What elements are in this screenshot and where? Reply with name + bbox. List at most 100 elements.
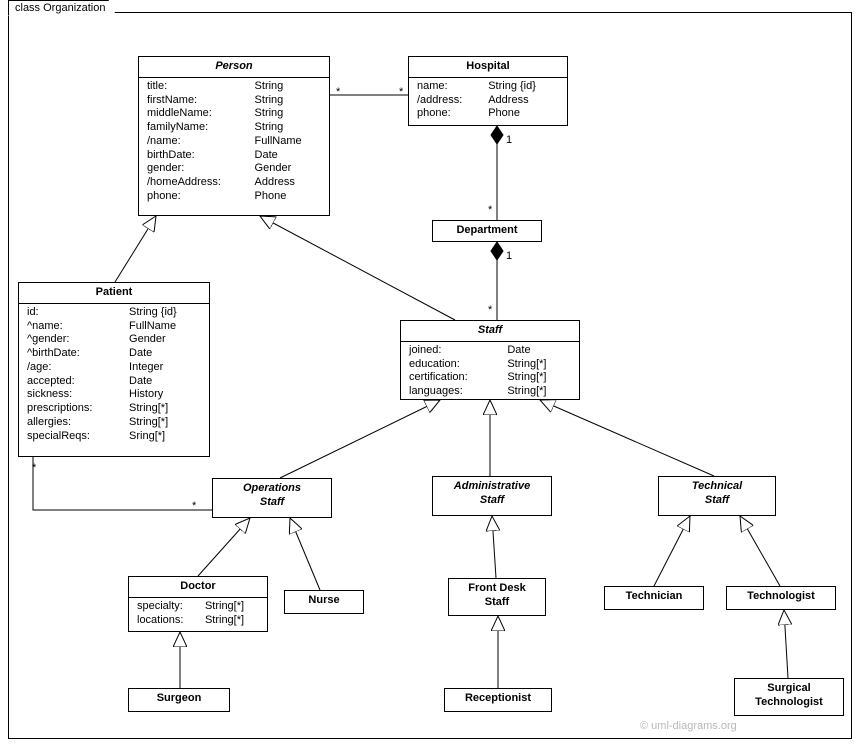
class-front-desk-staff: Front DeskStaff xyxy=(448,578,546,616)
attr-name: birthDate: xyxy=(145,149,253,163)
attr-type: Date xyxy=(127,375,203,389)
attr-name: allergies: xyxy=(25,416,127,430)
class-doctor: Doctor specialty:String[*]locations:Stri… xyxy=(128,576,268,632)
class-patient: Patient id:String {id}^name:FullName^gen… xyxy=(18,282,210,457)
attr-type: String {id} xyxy=(127,306,203,320)
class-title: Front DeskStaff xyxy=(449,579,545,613)
attr-name: certification: xyxy=(407,371,505,385)
attr-name: middleName: xyxy=(145,107,253,121)
class-title: Department xyxy=(433,221,541,241)
attr-type: FullName xyxy=(253,135,323,149)
attr-type: String[*] xyxy=(505,371,573,385)
class-receptionist: Receptionist xyxy=(444,688,552,712)
attr-type: Gender xyxy=(127,333,203,347)
uml-class-diagram: class Organization Person title:Stringfi… xyxy=(0,0,860,747)
attr-name: phone: xyxy=(145,190,253,204)
frame-label: class Organization xyxy=(8,0,117,16)
attr-type: Gender xyxy=(253,162,323,176)
attr-name: familyName: xyxy=(145,121,253,135)
class-attrs: specialty:String[*]locations:String[*] xyxy=(129,598,267,632)
attr-type: Integer xyxy=(127,361,203,375)
multiplicity-label: * xyxy=(32,462,36,474)
attr-type: Address xyxy=(486,94,561,108)
attr-type: String xyxy=(253,94,323,108)
attr-type: String[*] xyxy=(127,416,203,430)
attr-name: accepted: xyxy=(25,375,127,389)
class-title: OperationsStaff xyxy=(213,479,331,513)
attr-type: FullName xyxy=(127,320,203,334)
multiplicity-label: * xyxy=(192,500,196,512)
class-technician: Technician xyxy=(604,586,704,610)
class-title: Staff xyxy=(401,321,579,342)
class-title: Technologist xyxy=(727,587,835,607)
attr-name: languages: xyxy=(407,385,505,399)
multiplicity-label: * xyxy=(336,86,340,98)
attr-type: Date xyxy=(253,149,323,163)
multiplicity-label: * xyxy=(399,86,403,98)
class-attrs: id:String {id}^name:FullName^gender:Gend… xyxy=(19,304,209,448)
multiplicity-label: 1 xyxy=(506,250,512,262)
class-attrs: title:StringfirstName:StringmiddleName:S… xyxy=(139,78,329,208)
attr-name: name: xyxy=(415,80,486,94)
attr-name: gender: xyxy=(145,162,253,176)
class-surgical-technologist: SurgicalTechnologist xyxy=(734,678,844,716)
class-technical-staff: TechnicalStaff xyxy=(658,476,776,516)
attr-name: specialReqs: xyxy=(25,430,127,444)
class-title: Technician xyxy=(605,587,703,607)
class-staff: Staff joined:Dateeducation:String[*]cert… xyxy=(400,320,580,400)
attr-name: specialty: xyxy=(135,600,203,614)
attr-type: String[*] xyxy=(203,600,261,614)
attr-type: History xyxy=(127,388,203,402)
attr-type: Phone xyxy=(486,107,561,121)
class-title: Nurse xyxy=(285,591,363,611)
attr-name: sickness: xyxy=(25,388,127,402)
attr-type: String[*] xyxy=(127,402,203,416)
attr-type: Sring[*] xyxy=(127,430,203,444)
attr-type: Address xyxy=(253,176,323,190)
class-title: Hospital xyxy=(409,57,567,78)
class-nurse: Nurse xyxy=(284,590,364,614)
attr-name: prescriptions: xyxy=(25,402,127,416)
attr-name: phone: xyxy=(415,107,486,121)
attr-name: id: xyxy=(25,306,127,320)
attr-type: String {id} xyxy=(486,80,561,94)
attr-type: String xyxy=(253,80,323,94)
attr-type: Date xyxy=(127,347,203,361)
attr-type: Phone xyxy=(253,190,323,204)
class-title: Receptionist xyxy=(445,689,551,709)
attr-type: Date xyxy=(505,344,573,358)
class-title: AdministrativeStaff xyxy=(433,477,551,511)
attr-type: String[*] xyxy=(203,614,261,628)
attr-name: joined: xyxy=(407,344,505,358)
class-title: Patient xyxy=(19,283,209,304)
attr-type: String[*] xyxy=(505,385,573,399)
class-surgeon: Surgeon xyxy=(128,688,230,712)
attr-name: /address: xyxy=(415,94,486,108)
attr-type: String xyxy=(253,107,323,121)
attr-name: ^name: xyxy=(25,320,127,334)
class-person: Person title:StringfirstName:Stringmiddl… xyxy=(138,56,330,216)
attr-name: /age: xyxy=(25,361,127,375)
class-attrs: name:String {id}/address:Addressphone:Ph… xyxy=(409,78,567,125)
multiplicity-label: * xyxy=(488,204,492,216)
class-operations-staff: OperationsStaff xyxy=(212,478,332,518)
attr-name: title: xyxy=(145,80,253,94)
attr-type: String[*] xyxy=(505,358,573,372)
attr-name: locations: xyxy=(135,614,203,628)
class-administrative-staff: AdministrativeStaff xyxy=(432,476,552,516)
attr-name: ^birthDate: xyxy=(25,347,127,361)
multiplicity-label: 1 xyxy=(506,134,512,146)
class-department: Department xyxy=(432,220,542,242)
class-title: Surgeon xyxy=(129,689,229,709)
class-technologist: Technologist xyxy=(726,586,836,610)
attr-name: ^gender: xyxy=(25,333,127,347)
attr-name: /homeAddress: xyxy=(145,176,253,190)
attr-type: String xyxy=(253,121,323,135)
class-title: Person xyxy=(139,57,329,78)
attr-name: /name: xyxy=(145,135,253,149)
attr-name: firstName: xyxy=(145,94,253,108)
multiplicity-label: * xyxy=(488,304,492,316)
credit-text: © uml-diagrams.org xyxy=(640,720,737,732)
class-hospital: Hospital name:String {id}/address:Addres… xyxy=(408,56,568,126)
class-title: TechnicalStaff xyxy=(659,477,775,511)
